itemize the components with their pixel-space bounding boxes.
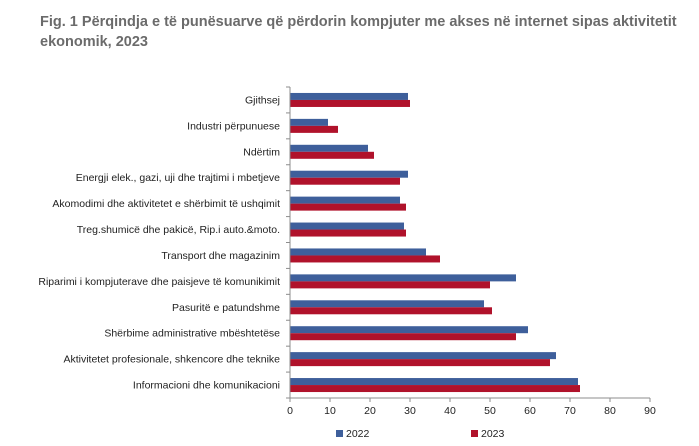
bar-2023-4 xyxy=(290,203,406,211)
category-label: Aktivitetet profesionale, shkencore dhe … xyxy=(63,354,280,366)
legend-label-2022: 2022 xyxy=(346,428,370,440)
bar-2023-10 xyxy=(290,359,550,367)
legend-swatch-2023 xyxy=(471,430,478,437)
bar-2022-6 xyxy=(290,248,426,256)
x-tick-label: 40 xyxy=(444,405,456,417)
x-tick-label: 90 xyxy=(644,405,656,417)
bar-2023-2 xyxy=(290,151,374,159)
chart-title: Fig. 1 Përqindja e të punësuarve që përd… xyxy=(40,14,677,50)
legend-label-2023: 2023 xyxy=(481,428,505,440)
x-tick-label: 0 xyxy=(287,405,293,417)
bar-2023-7 xyxy=(290,281,490,289)
category-label: Riparimi i kompjuterave dhe paisjeve të … xyxy=(38,276,280,288)
x-tick-label: 30 xyxy=(404,405,416,417)
bar-2023-5 xyxy=(290,229,406,237)
category-label: Shërbime administrative mbështetëse xyxy=(104,328,280,340)
bar-2023-3 xyxy=(290,177,400,185)
bar-2022-5 xyxy=(290,222,404,230)
x-tick-label: 50 xyxy=(484,405,496,417)
category-label: Ndërtim xyxy=(243,146,280,158)
legend-swatch-2022 xyxy=(336,430,343,437)
category-label: Akomodimi dhe aktivitetet e shërbimit të… xyxy=(52,198,280,210)
category-label: Industri përpunuese xyxy=(187,120,280,132)
bar-2022-11 xyxy=(290,378,578,386)
category-label: Treg.shumicë dhe pakicë, Rip.i auto.&mot… xyxy=(77,224,280,236)
bar-2022-7 xyxy=(290,274,516,282)
bar-2022-2 xyxy=(290,144,368,152)
bar-2023-6 xyxy=(290,255,440,263)
bar-2022-9 xyxy=(290,326,528,334)
bar-2022-10 xyxy=(290,352,556,360)
bar-2023-0 xyxy=(290,99,410,107)
x-tick-label: 20 xyxy=(364,405,376,417)
bar-2022-3 xyxy=(290,170,408,178)
bar-2023-8 xyxy=(290,307,492,315)
category-label: Gjithsej xyxy=(245,94,280,106)
x-tick-label: 10 xyxy=(324,405,336,417)
legend: 2022 2023 xyxy=(336,428,505,440)
bar-2022-1 xyxy=(290,118,328,126)
category-label: Pasuritë e patundshme xyxy=(172,302,280,314)
x-tick-label: 80 xyxy=(604,405,616,417)
category-label: Informacioni dhe komunikacioni xyxy=(133,380,280,392)
x-tick-label: 70 xyxy=(564,405,576,417)
bar-2022-0 xyxy=(290,92,408,100)
axes: 0 10 20 30 40 50 60 70 80 90 xyxy=(286,86,656,417)
category-labels: Gjithsej Industri përpunuese Ndërtim Energj… xyxy=(38,94,280,391)
category-label: Transport dhe magazinim xyxy=(161,250,280,262)
bar-2023-11 xyxy=(290,385,580,393)
bar-2022-4 xyxy=(290,196,400,204)
bar-2022-8 xyxy=(290,300,484,308)
x-tick-label: 60 xyxy=(524,405,536,417)
bar-2023-9 xyxy=(290,333,516,341)
category-label: Energji elek., gazi, uji dhe trajtimi i … xyxy=(76,172,280,184)
bar-2023-1 xyxy=(290,125,338,133)
bars-group xyxy=(290,92,580,393)
